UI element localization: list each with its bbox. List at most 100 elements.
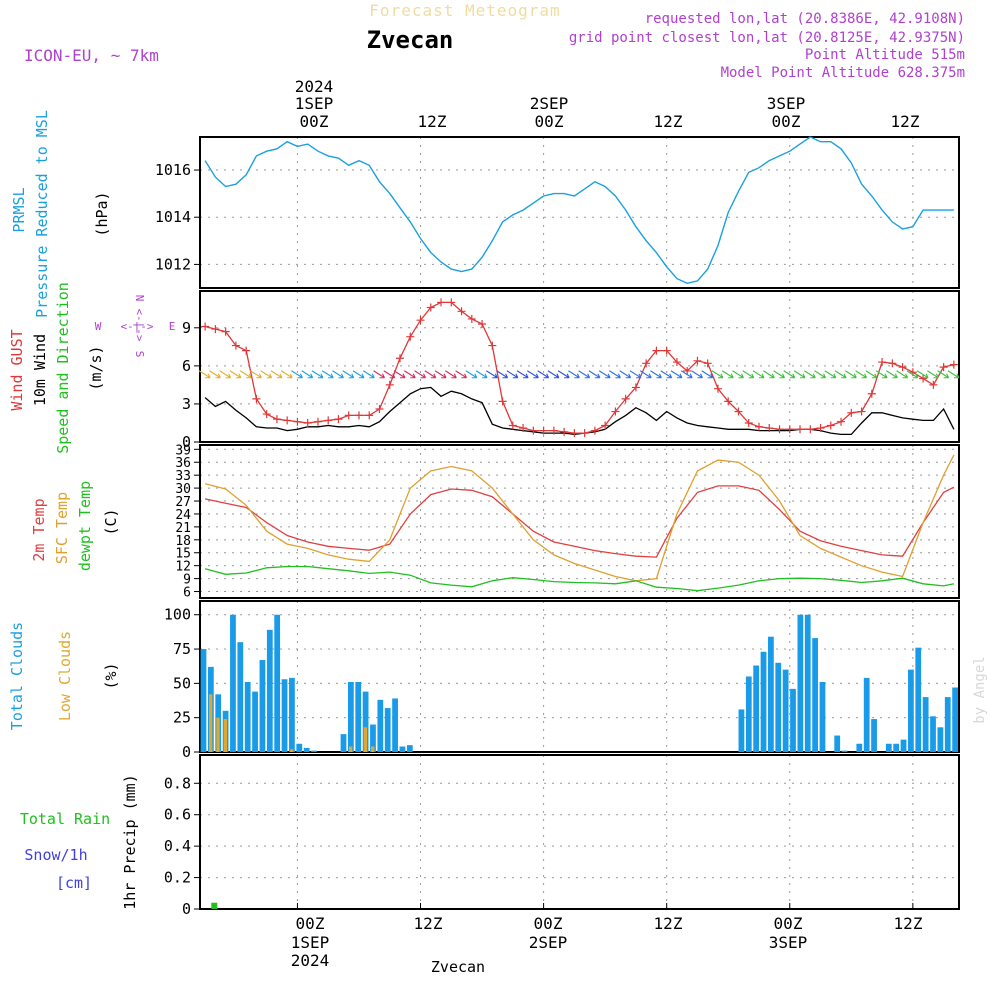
wind-direction-arrow-32 — [527, 370, 539, 379]
gust-point-70 — [919, 374, 928, 383]
total-cloud-bar-100 — [937, 727, 944, 752]
gust-point-46 — [672, 358, 681, 367]
precip-ytick-label-3: 0.6 — [164, 806, 191, 824]
wind-direction-arrow-68 — [896, 370, 909, 379]
bottom-hour-label-6: 12Z — [894, 914, 923, 933]
wind-direction-arrow-47 — [680, 370, 693, 379]
wind-direction-arrow-55 — [762, 370, 775, 379]
gust-point-36 — [570, 429, 579, 438]
precip-ytick-label-1: 0.2 — [164, 869, 191, 887]
clouds-unit: (%) — [102, 662, 120, 689]
wind-direction-arrow-36 — [568, 370, 580, 379]
wind-direction-arrow-67 — [886, 370, 898, 379]
wind-direction-label: Speed and Direction — [54, 282, 72, 454]
wind-direction-arrow-50 — [711, 370, 724, 379]
wind-direction-arrow-59 — [803, 370, 816, 379]
wind-direction-arrow-33 — [537, 370, 550, 379]
gust-point-59 — [806, 425, 815, 434]
wind-unit: (m/s) — [87, 345, 105, 390]
top-hour-label-1: 00Z — [300, 112, 329, 131]
temperature-ytick-label-0: 6 — [183, 586, 191, 601]
wind-direction-arrow-31 — [516, 370, 529, 379]
wind-direction-arrow-70 — [916, 370, 929, 379]
gust-point-1 — [211, 325, 220, 334]
wind-ytick-label-3: 9 — [182, 319, 191, 337]
compass-e: E — [169, 320, 176, 333]
total-cloud-bar-99 — [930, 716, 936, 752]
gust-point-61 — [826, 421, 835, 430]
precip-frame — [199, 754, 960, 910]
wind-direction-arrow-6 — [260, 370, 273, 379]
gust-point-0 — [201, 322, 210, 331]
gust-point-15 — [354, 411, 363, 420]
wind-direction-arrow-8 — [280, 370, 293, 379]
pressure-ytick-label-0: 1012 — [155, 255, 191, 273]
top-hour-label-2: 12Z — [418, 112, 447, 131]
gust-point-14 — [344, 411, 353, 420]
gust-point-18 — [385, 380, 394, 389]
wind-direction-arrow-26 — [465, 370, 478, 379]
panel-frames: 1012101410160369691215182124273033363902… — [155, 136, 960, 918]
total-cloud-bar-79 — [782, 669, 789, 752]
temperature-ytick-label-11: 39 — [175, 443, 191, 458]
gust-point-7 — [272, 415, 281, 424]
gust-point-34 — [549, 426, 558, 435]
precip-ytick-label-0: 0 — [182, 900, 191, 918]
requested-coords: requested lon,lat (20.8386E, 42.9108N) — [645, 11, 965, 27]
gust-point-32 — [529, 426, 538, 435]
total-cloud-bar-91 — [871, 719, 877, 752]
total-rain-label: Total Rain — [20, 810, 110, 828]
total-cloud-bar-24 — [377, 699, 384, 752]
precip-ytick-label-2: 0.4 — [164, 837, 191, 855]
gust-point-67 — [888, 359, 897, 368]
wind-direction-arrow-73 — [947, 370, 960, 379]
gust-point-50 — [713, 384, 722, 393]
total-cloud-bar-87 — [841, 750, 848, 752]
wind-direction-arrow-2 — [219, 370, 232, 379]
temp-line-2 — [204, 565, 955, 592]
total-clouds-label: Total Clouds — [8, 622, 26, 730]
total-cloud-bar-4 — [230, 614, 236, 752]
total-cloud-bar-10 — [274, 614, 281, 752]
total-cloud-bar-11 — [281, 679, 288, 752]
temp-line-1 — [204, 454, 955, 582]
wind-direction-arrow-25 — [455, 370, 468, 379]
gust-point-56 — [775, 425, 784, 434]
wind-direction-arrow-12 — [321, 370, 334, 379]
wind-gust-line — [204, 301, 955, 434]
wind-direction-arrow-22 — [424, 370, 437, 379]
gust-point-60 — [816, 424, 825, 433]
gust-point-25 — [457, 307, 466, 316]
gust-point-43 — [642, 359, 651, 368]
temperature-ytick-label-9: 33 — [175, 469, 191, 484]
gust-point-6 — [262, 410, 271, 419]
wind-direction-arrow-40 — [609, 370, 621, 379]
wind-direction-arrow-29 — [496, 370, 509, 379]
plot-layers — [198, 136, 960, 909]
precip-unit: 1hr Precip (mm) — [121, 774, 139, 909]
gust-point-71 — [929, 380, 938, 389]
total-cloud-bar-15 — [311, 750, 317, 752]
wind-direction-arrow-51 — [721, 370, 734, 379]
gust-point-10 — [303, 418, 312, 427]
gust-point-49 — [703, 359, 712, 368]
total-cloud-bar-13 — [296, 743, 303, 752]
temperature-ytick-label-2: 12 — [175, 560, 191, 575]
wind-direction-arrow-10 — [301, 370, 314, 379]
gust-point-2 — [221, 327, 230, 336]
gust-point-72 — [939, 363, 948, 372]
gust-point-28 — [488, 341, 497, 350]
point-altitude: Point Altitude 515m — [805, 47, 965, 63]
wind-10m-label: 10m Wind — [31, 334, 49, 406]
wind-frame — [199, 290, 960, 443]
temperature-ytick-label-10: 36 — [175, 456, 191, 471]
gust-point-44 — [652, 346, 661, 355]
wind-ytick-label-0: 0 — [182, 433, 191, 451]
pressure-ytick-label-1: 1014 — [155, 208, 191, 226]
total-cloud-bar-9 — [266, 629, 273, 752]
gust-point-53 — [744, 418, 753, 427]
gust-point-20 — [406, 332, 415, 341]
total-cloud-bar-22 — [362, 691, 369, 752]
wind-direction-arrow-57 — [783, 370, 796, 379]
